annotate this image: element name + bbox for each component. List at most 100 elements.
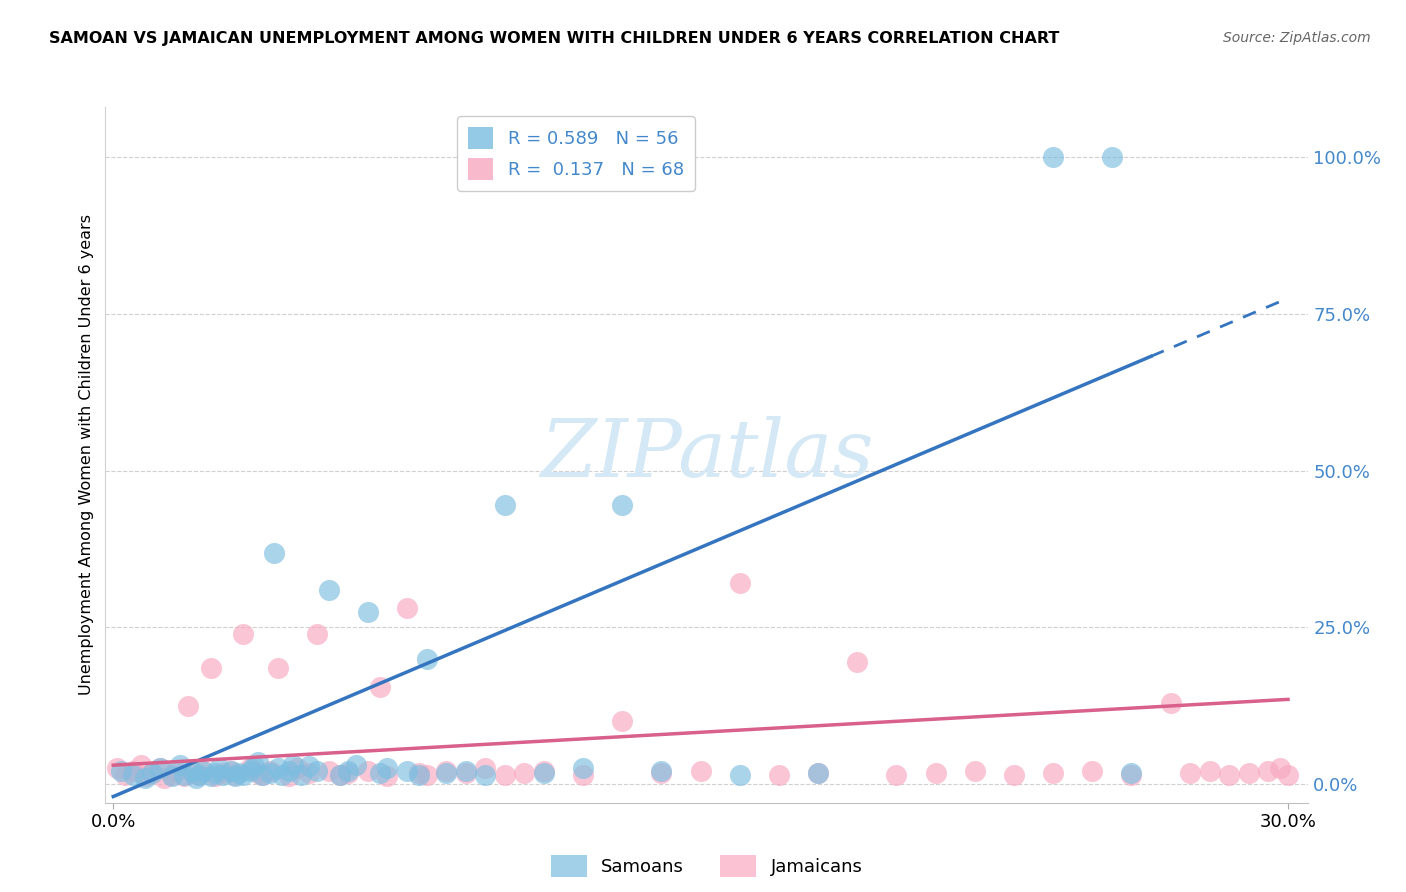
Point: [963, 764, 986, 779]
Point: [434, 764, 457, 779]
Text: SAMOAN VS JAMAICAN UNEMPLOYMENT AMONG WOMEN WITH CHILDREN UNDER 6 YEARS CORRELAT: SAMOAN VS JAMAICAN UNEMPLOYMENT AMONG WO…: [49, 31, 1060, 46]
Point: [1101, 150, 1123, 164]
Point: [305, 764, 328, 779]
Point: [395, 601, 418, 615]
Text: ZIPatlas: ZIPatlas: [540, 417, 873, 493]
Point: [212, 765, 235, 780]
Point: [243, 759, 266, 773]
Point: [224, 767, 246, 781]
Point: [247, 755, 270, 769]
Point: [188, 767, 211, 781]
Legend: Samoans, Jamaicans: Samoans, Jamaicans: [543, 847, 870, 884]
Point: [1198, 764, 1220, 779]
Point: [768, 767, 790, 781]
Point: [204, 769, 226, 783]
Point: [612, 714, 634, 729]
Point: [474, 767, 496, 781]
Point: [415, 651, 437, 665]
Point: [180, 765, 202, 780]
Point: [886, 767, 908, 781]
Point: [377, 769, 399, 783]
Point: [318, 582, 340, 597]
Point: [494, 498, 516, 512]
Point: [267, 661, 290, 675]
Point: [114, 767, 136, 781]
Point: [357, 764, 380, 779]
Point: [180, 764, 202, 779]
Point: [650, 764, 672, 779]
Point: [368, 680, 391, 694]
Point: [318, 764, 340, 779]
Point: [454, 765, 477, 780]
Point: [1042, 765, 1064, 780]
Point: [247, 765, 270, 780]
Point: [184, 771, 207, 785]
Point: [228, 765, 250, 780]
Point: [1121, 765, 1143, 780]
Point: [278, 769, 301, 783]
Point: [259, 764, 281, 779]
Point: [129, 758, 152, 772]
Point: [134, 771, 156, 785]
Point: [924, 765, 946, 780]
Point: [1270, 761, 1292, 775]
Point: [141, 765, 163, 780]
Point: [149, 761, 172, 775]
Point: [689, 764, 711, 779]
Point: [846, 655, 869, 669]
Point: [278, 764, 301, 779]
Point: [1178, 765, 1201, 780]
Point: [1042, 150, 1064, 164]
Point: [270, 767, 292, 781]
Point: [572, 767, 595, 781]
Point: [149, 761, 172, 775]
Point: [494, 767, 516, 781]
Point: [110, 764, 132, 779]
Point: [160, 769, 183, 783]
Point: [1081, 764, 1104, 779]
Point: [224, 769, 246, 783]
Point: [415, 767, 437, 781]
Point: [193, 764, 215, 779]
Point: [329, 767, 352, 781]
Point: [337, 765, 360, 780]
Point: [176, 698, 198, 713]
Point: [533, 765, 555, 780]
Point: [572, 761, 595, 775]
Point: [357, 605, 380, 619]
Point: [212, 767, 235, 781]
Point: [408, 767, 430, 781]
Point: [263, 546, 285, 560]
Point: [173, 767, 195, 781]
Point: [290, 767, 312, 781]
Point: [169, 758, 191, 772]
Point: [454, 764, 477, 779]
Point: [1237, 765, 1260, 780]
Point: [1121, 767, 1143, 781]
Point: [105, 761, 128, 775]
Point: [474, 761, 496, 775]
Point: [612, 498, 634, 512]
Point: [267, 761, 290, 775]
Point: [1002, 767, 1025, 781]
Point: [285, 761, 308, 775]
Point: [121, 767, 143, 781]
Point: [165, 764, 187, 779]
Text: Source: ZipAtlas.com: Source: ZipAtlas.com: [1223, 31, 1371, 45]
Point: [231, 767, 253, 781]
Y-axis label: Unemployment Among Women with Children Under 6 years: Unemployment Among Women with Children U…: [79, 214, 94, 696]
Point: [513, 765, 536, 780]
Point: [283, 758, 305, 772]
Point: [1160, 696, 1182, 710]
Point: [219, 764, 242, 779]
Point: [1257, 764, 1279, 779]
Point: [650, 765, 672, 780]
Point: [173, 769, 195, 783]
Point: [329, 767, 352, 781]
Point: [807, 765, 830, 780]
Point: [337, 764, 360, 779]
Point: [728, 767, 751, 781]
Point: [239, 761, 262, 775]
Point: [200, 661, 222, 675]
Point: [377, 761, 399, 775]
